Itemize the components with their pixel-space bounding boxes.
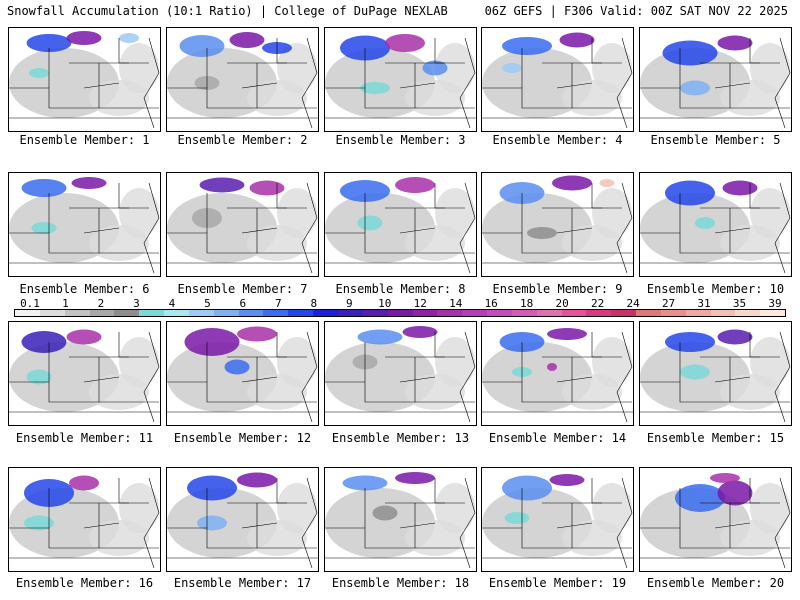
colorbar-swatch — [164, 310, 189, 316]
ensemble-member-label: Ensemble Member: 19 — [488, 576, 627, 590]
colorbar-tick-label: 27 — [661, 297, 676, 310]
ensemble-member-label: Ensemble Member: 11 — [15, 431, 154, 445]
colorbar-tick-label: 31 — [697, 297, 711, 310]
ensemble-member-label: Ensemble Member: 17 — [173, 576, 312, 590]
colorbar-tick-label: 4 — [168, 297, 176, 310]
ensemble-member-label: Ensemble Member: 14 — [488, 431, 627, 445]
ensemble-member-map — [324, 172, 477, 277]
ensemble-member-label: Ensemble Member: 18 — [331, 576, 470, 590]
colorbar-swatch — [337, 310, 363, 316]
ensemble-member-label: Ensemble Member: 8 — [335, 282, 466, 296]
colorbar-swatch — [288, 310, 314, 316]
ensemble-member-label: Ensemble Member: 10 — [646, 282, 785, 296]
ensemble-member-map — [481, 172, 634, 277]
colorbar-tick-label: 8 — [310, 297, 318, 310]
colorbar-swatch — [636, 310, 661, 316]
colorbar-tick-label: 16 — [484, 297, 498, 310]
colorbar-swatch — [238, 310, 264, 316]
colorbar-tick-label: 1 — [62, 297, 69, 310]
ensemble-member-label: Ensemble Member: 9 — [492, 282, 623, 296]
colorbar-tick-label: 12 — [413, 297, 427, 310]
ensemble-member-map — [324, 27, 477, 132]
ensemble-member-label: Ensemble Member: 2 — [177, 133, 308, 147]
colorbar-tick-label: 0.1 — [20, 297, 40, 310]
colorbar-tick-label: 18 — [520, 297, 534, 310]
ensemble-member-label: Ensemble Member: 4 — [492, 133, 623, 147]
colorbar-swatch — [611, 310, 637, 316]
ensemble-member-map — [639, 321, 792, 426]
colorbar-swatch — [437, 310, 463, 316]
colorbar-swatch — [561, 310, 587, 316]
colorbar-swatch — [487, 310, 512, 316]
ensemble-member-label: Ensemble Member: 5 — [650, 133, 781, 147]
ensemble-member-map — [166, 27, 319, 132]
colorbar-swatch — [710, 310, 736, 316]
colorbar-swatch — [362, 310, 388, 316]
colorbar-tick-label: 39 — [768, 297, 782, 310]
colorbar-swatch — [39, 310, 65, 316]
colorbar-swatch — [188, 310, 214, 316]
colorbar-swatch — [685, 310, 711, 316]
colorbar — [14, 309, 786, 317]
ensemble-member-label: Ensemble Member: 20 — [646, 576, 785, 590]
ensemble-member-label: Ensemble Member: 16 — [15, 576, 154, 590]
ensemble-member-map — [8, 321, 161, 426]
colorbar-tick-label: 14 — [449, 297, 463, 310]
colorbar-swatch — [387, 310, 413, 316]
ensemble-member-label: Ensemble Member: 15 — [646, 431, 785, 445]
colorbar-swatch — [64, 310, 90, 316]
colorbar-swatch — [760, 310, 786, 316]
colorbar-swatch — [139, 310, 165, 316]
colorbar-swatch — [15, 310, 40, 316]
ensemble-member-map — [8, 27, 161, 132]
ensemble-member-map — [166, 467, 319, 572]
colorbar-tick-label: 9 — [345, 297, 353, 310]
ensemble-member-map — [166, 321, 319, 426]
ensemble-member-map — [639, 172, 792, 277]
colorbar-swatch — [586, 310, 612, 316]
ensemble-member-map — [639, 27, 792, 132]
model-run-info: 06Z GEFS | F306 Valid: 00Z SAT NOV 22 20… — [484, 4, 788, 18]
colorbar-tick-label: 35 — [732, 297, 747, 310]
colorbar-swatch — [89, 310, 115, 316]
colorbar-swatch — [660, 310, 686, 316]
ensemble-member-label: Ensemble Member: 7 — [177, 282, 308, 296]
ensemble-member-label: Ensemble Member: 6 — [19, 282, 150, 296]
ensemble-member-label: Ensemble Member: 3 — [335, 133, 466, 147]
colorbar-swatch — [313, 310, 338, 316]
colorbar-swatch — [412, 310, 438, 316]
colorbar-tick-label: 24 — [626, 297, 640, 310]
colorbar-tick-label: 10 — [378, 297, 392, 310]
ensemble-member-label: Ensemble Member: 1 — [19, 133, 150, 147]
colorbar-tick-label: 20 — [555, 297, 569, 310]
colorbar-swatch — [536, 310, 562, 316]
colorbar-swatch — [114, 310, 140, 316]
ensemble-member-map — [8, 172, 161, 277]
colorbar-tick-label: 22 — [590, 297, 605, 310]
colorbar-tick-label: 5 — [204, 297, 211, 310]
ensemble-member-map — [8, 467, 161, 572]
colorbar-swatch — [213, 310, 239, 316]
ensemble-member-map — [481, 321, 634, 426]
ensemble-member-map — [481, 467, 634, 572]
ensemble-member-map — [166, 172, 319, 277]
colorbar-swatch — [263, 310, 289, 316]
colorbar-tick-label: 7 — [275, 297, 282, 310]
ensemble-member-map — [639, 467, 792, 572]
colorbar-tick-label: 3 — [133, 297, 140, 310]
colorbar-tick-label: 2 — [97, 297, 105, 310]
ensemble-member-map — [324, 467, 477, 572]
colorbar-swatch — [462, 310, 488, 316]
ensemble-member-label: Ensemble Member: 12 — [173, 431, 312, 445]
colorbar-swatch — [511, 310, 537, 316]
colorbar-swatch — [735, 310, 761, 316]
colorbar-tick-label: 6 — [239, 297, 247, 310]
ensemble-member-map — [324, 321, 477, 426]
ensemble-member-label: Ensemble Member: 13 — [331, 431, 470, 445]
map-title: Snowfall Accumulation (10:1 Ratio) | Col… — [7, 4, 448, 18]
ensemble-member-map — [481, 27, 634, 132]
